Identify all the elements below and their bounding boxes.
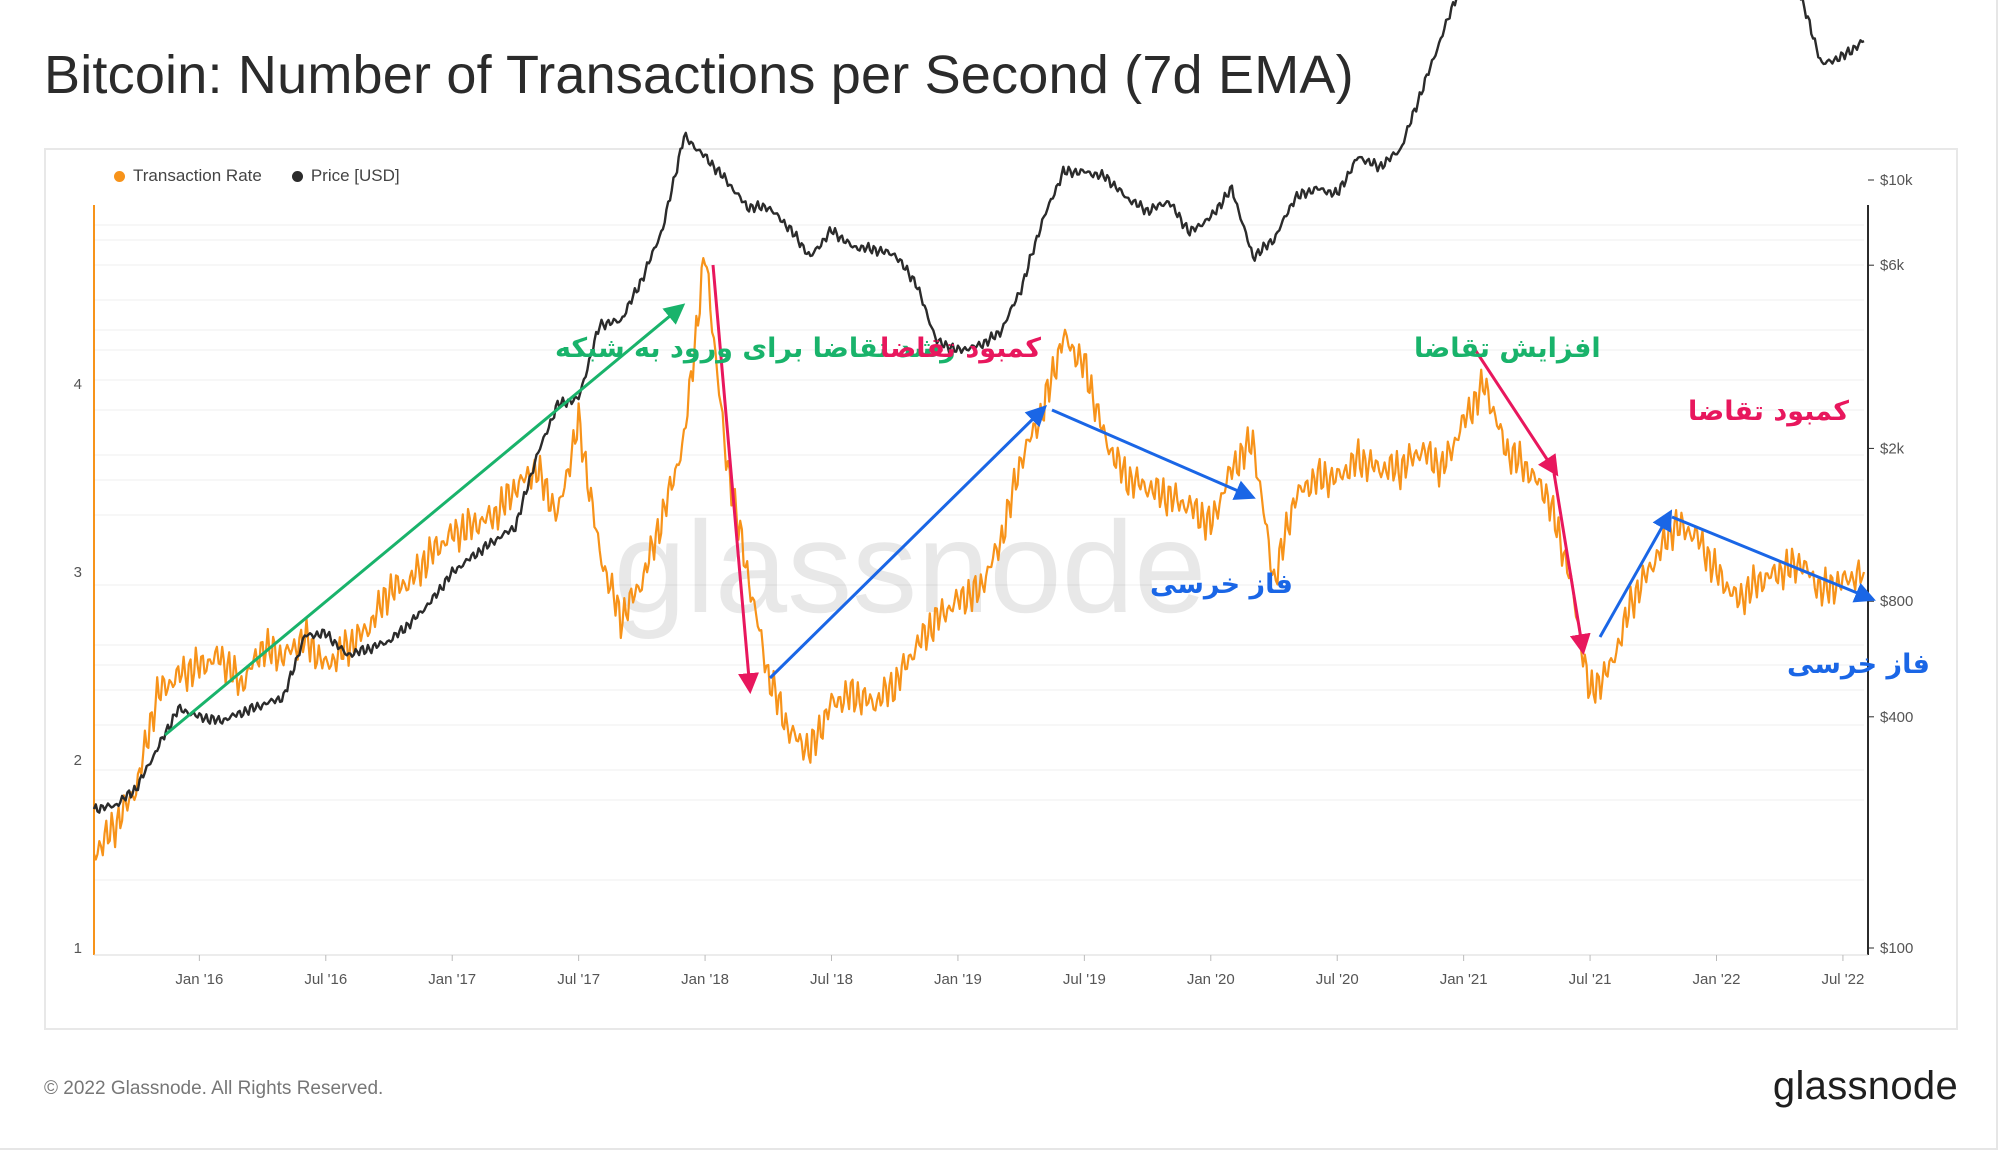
annotation-label: افزایش تقاضا (1414, 333, 1601, 364)
annotation-arrow (1470, 344, 1559, 477)
legend-item-price[interactable]: Price [USD] (291, 166, 400, 186)
annotation-label: کمبود تقاضا (880, 333, 1041, 364)
legend-swatch-transaction-rate (114, 170, 125, 182)
annotation-arrow (711, 264, 760, 695)
annotation-arrow (768, 405, 1047, 680)
legend-label-transaction-rate: Transaction Rate (133, 166, 262, 185)
annotation-label: کمبود تقاضا (1688, 396, 1849, 427)
x-axis-tick-label: Jul '17 (557, 971, 600, 988)
annotation-label: فاز خرسی (1787, 649, 1930, 680)
right-axis-tick-label: $100 (1880, 940, 1913, 957)
chart-legend: Transaction Rate Price [USD] (114, 166, 400, 186)
right-axis-tick-label: $400 (1880, 709, 1913, 726)
legend-item-transaction-rate[interactable]: Transaction Rate (114, 166, 262, 186)
right-axis-tick-label: $2k (1880, 440, 1905, 457)
x-axis-tick-label: Jan '20 (1187, 971, 1235, 988)
annotation-label: رشد تقاضا برای ورود به شبکه (555, 333, 956, 364)
left-axis-tick-label: 1 (74, 940, 82, 957)
page-title: Bitcoin: Number of Transactions per Seco… (44, 45, 1354, 105)
chart-series (92, 0, 1866, 861)
chart-annotation-arrows (164, 264, 1876, 737)
brand-logo: glassnode (1772, 1064, 1958, 1108)
x-axis-tick-label: Jul '20 (1316, 971, 1359, 988)
left-axis-tick-label: 4 (74, 376, 82, 393)
x-axis-tick-label: Jan '18 (681, 971, 729, 988)
x-axis-tick-label: Jan '16 (175, 971, 223, 988)
legend-label-price: Price [USD] (310, 166, 400, 185)
annotation-arrow (1552, 472, 1591, 656)
x-axis-tick-label: Jul '18 (810, 971, 853, 988)
legend-swatch-price (291, 170, 303, 182)
x-axis-tick-label: Jan '21 (1440, 971, 1488, 988)
x-axis-tick-label: Jul '22 (1821, 971, 1864, 988)
annotation-label: فاز خرسی (1150, 569, 1293, 600)
left-axis-tick-label: 3 (74, 564, 82, 581)
watermark: glassnode (614, 494, 1207, 640)
x-axis-tick-label: Jul '21 (1569, 971, 1612, 988)
x-axis-tick-label: Jan '17 (428, 971, 476, 988)
left-axis-tick-label: 2 (74, 752, 82, 769)
x-axis-tick-label: Jan '22 (1693, 971, 1741, 988)
annotation-arrow (1598, 509, 1673, 638)
annotation-arrow (1051, 408, 1256, 500)
right-axis-tick-label: $800 (1880, 593, 1913, 610)
right-axis-tick-label: $6k (1880, 257, 1905, 274)
right-axis-tick-label: $10k (1880, 172, 1913, 189)
x-axis-tick-label: Jul '19 (1063, 971, 1106, 988)
x-axis-tick-label: Jan '19 (934, 971, 982, 988)
series-line-transaction-rate (92, 257, 1866, 861)
annotation-arrow (164, 303, 686, 737)
annotation-arrow (1671, 515, 1876, 603)
series-line-price (92, 0, 1865, 814)
x-axis-tick-label: Jul '16 (304, 971, 347, 988)
copyright-footer: © 2022 Glassnode. All Rights Reserved. (44, 1078, 384, 1099)
